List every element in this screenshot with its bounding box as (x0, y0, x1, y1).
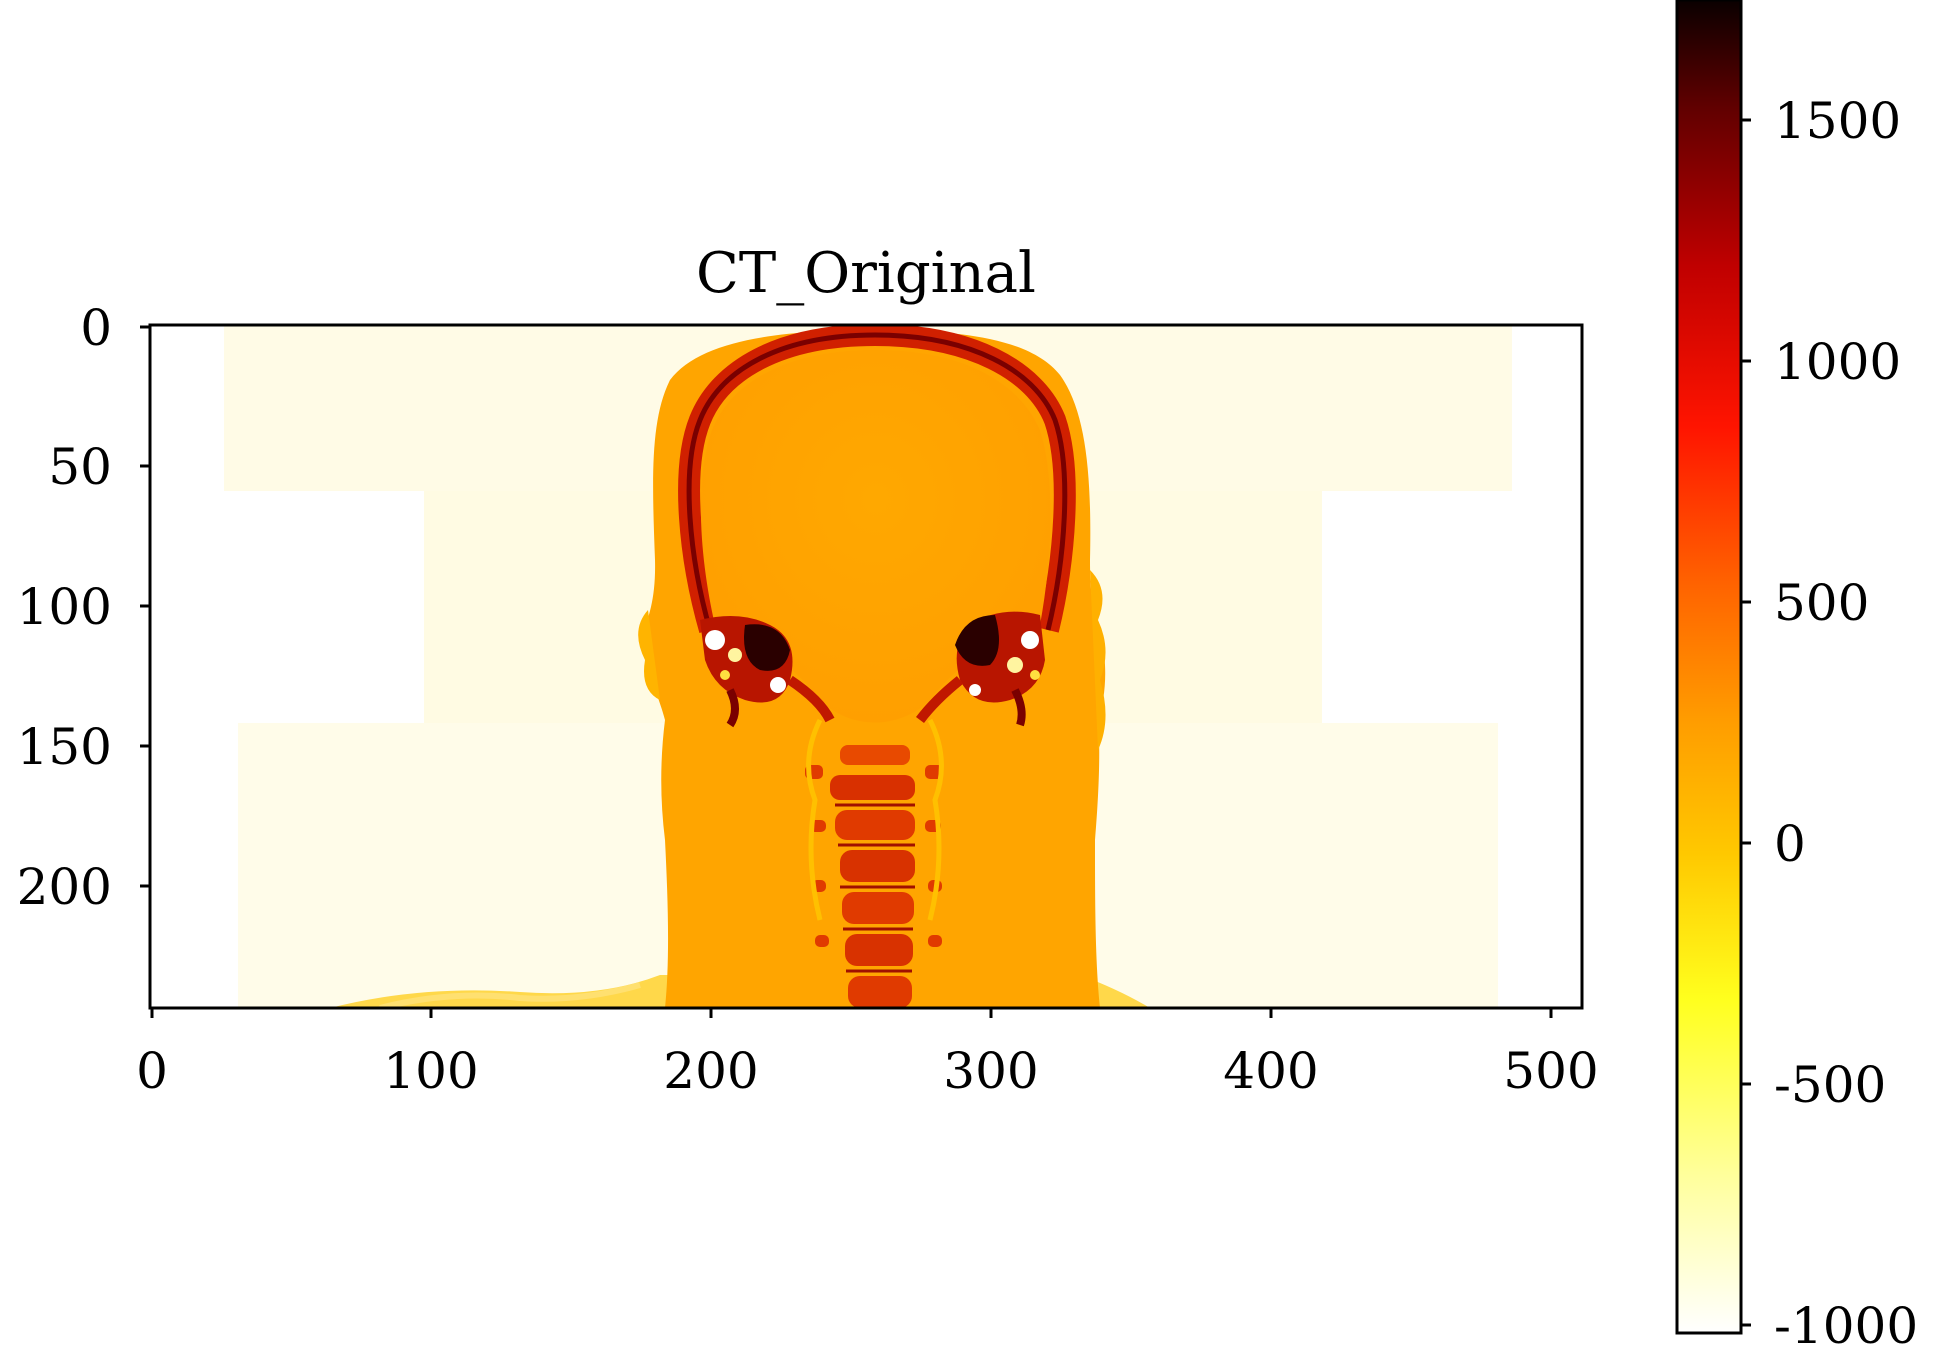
x-tick-label: 500 (1503, 1042, 1598, 1100)
axes-frame (148, 323, 1584, 1010)
x-tick-label: 0 (136, 1042, 168, 1100)
colorbar-tick-label: 1500 (1774, 92, 1901, 150)
cervical-spine (830, 745, 915, 1008)
x-tick-label: 400 (1223, 1042, 1318, 1100)
x-tick-label: 300 (943, 1042, 1038, 1100)
colorbar-tick-label: 500 (1774, 574, 1869, 632)
y-tick-label: 200 (17, 858, 112, 916)
colorbar-tick-label: 1000 (1774, 333, 1901, 391)
colorbar-tick-label: -500 (1774, 1056, 1886, 1114)
y-tick-label: 150 (17, 718, 112, 776)
temporal-bone-left (700, 616, 793, 728)
x-axis: 0 100 200 300 400 500 (136, 1008, 1599, 1100)
y-tick-label: 100 (17, 578, 112, 636)
x-tick-label: 200 (663, 1042, 758, 1100)
colorbar-tick-label: -1000 (1774, 1297, 1918, 1355)
colorbar-gradient (1677, 0, 1741, 1333)
ct-image (150, 325, 1582, 1008)
x-tick-label: 100 (383, 1042, 478, 1100)
y-tick-label: 0 (80, 299, 112, 357)
chart-title: CT_Original (696, 241, 1036, 306)
y-tick-label: 50 (48, 438, 112, 496)
colorbar-tick-label: 0 (1774, 815, 1806, 873)
y-axis: 0 50 100 150 200 (17, 299, 150, 916)
colorbar: 1500 1000 500 0 -500 -1000 (1675, 0, 1918, 1355)
temporal-bone-right (955, 611, 1045, 727)
